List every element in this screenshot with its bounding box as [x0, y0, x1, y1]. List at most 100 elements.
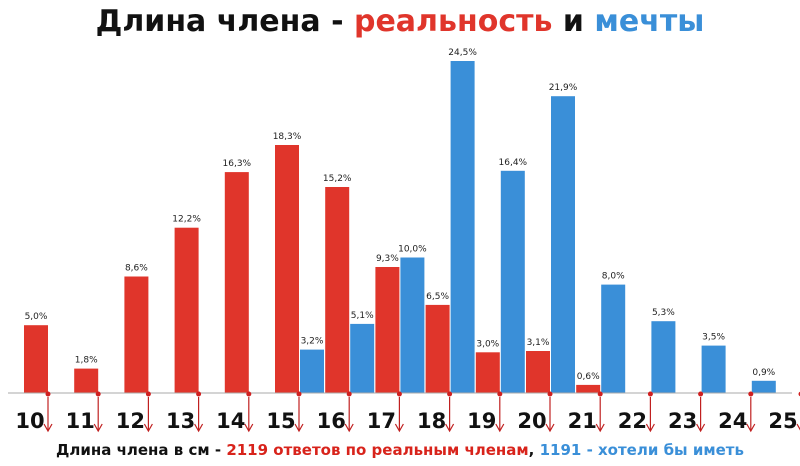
- x-tick-label-20: 20: [517, 409, 546, 433]
- arrow-down-icon: [194, 423, 204, 433]
- real-bar-18: [425, 304, 450, 393]
- tick-dot-icon: [196, 391, 202, 397]
- x-tick-label-12: 12: [116, 409, 145, 433]
- real-label-15: 18,3%: [273, 132, 302, 142]
- real-label-19: 3,0%: [476, 339, 499, 349]
- x-tick-label-21: 21: [568, 409, 597, 433]
- footer-part-sep: ,: [528, 441, 540, 459]
- arrow-down-icon: [244, 423, 254, 433]
- dream-bar-15: [300, 349, 324, 393]
- real-label-12: 8,6%: [125, 264, 148, 274]
- tick-dot-icon: [45, 391, 51, 397]
- data-labels: 5,0% 1,8% 8,6% 12,2% 16,3% 18,3% 15,2% 9,3% 6,5%…: [25, 48, 776, 382]
- dream-bar-20: [551, 96, 575, 393]
- dream-bar-17: [400, 257, 425, 393]
- real-label-10: 5,0%: [25, 312, 48, 322]
- x-tick-label-10: 10: [15, 409, 44, 433]
- arrow-down-icon: [344, 423, 354, 433]
- footer-part-real: 2119 ответов по реальным членам: [226, 441, 529, 459]
- real-bar-19: [475, 352, 500, 393]
- footer-part-dream: 1191 - хотели бы иметь: [539, 441, 744, 459]
- tick-dot-icon: [597, 391, 603, 397]
- dream-bar-19: [500, 170, 525, 393]
- arrow-down-icon: [394, 423, 404, 433]
- tick-dot-icon: [346, 391, 352, 397]
- x-tick-label-15: 15: [266, 409, 295, 433]
- real-bar-10: [24, 325, 48, 393]
- dream-label-17: 10,0%: [398, 245, 427, 255]
- arrow-down-icon: [445, 423, 455, 433]
- tick-dot-icon: [497, 391, 503, 397]
- x-tick-label-19: 19: [467, 409, 496, 433]
- dream-label-24: 0,9%: [752, 368, 775, 378]
- real-label-17: 9,3%: [376, 254, 399, 264]
- footer-part-main: Длина члена в см -: [56, 441, 227, 459]
- tick-dot-icon: [246, 391, 252, 397]
- arrow-down-icon: [796, 423, 800, 431]
- real-bar-12: [124, 276, 149, 393]
- arrow-down-icon: [143, 423, 153, 433]
- title-part-dream: мечты: [594, 4, 705, 39]
- arrow-down-icon: [93, 423, 103, 433]
- real-label-21: 0,6%: [577, 372, 600, 382]
- tick-dot-icon: [698, 391, 704, 397]
- arrow-down-icon: [645, 423, 655, 433]
- tick-dot-icon: [748, 391, 754, 397]
- tick-dot-icon: [296, 391, 302, 397]
- x-tick-label-13: 13: [166, 409, 195, 433]
- dream-bar-18: [450, 61, 475, 393]
- arrow-down-icon: [746, 423, 756, 433]
- tick-dot-icon: [647, 391, 653, 397]
- real-bar-16: [325, 187, 350, 393]
- arrow-down-icon: [696, 423, 706, 433]
- title-part-real: реальность: [353, 4, 553, 39]
- real-label-20: 3,1%: [527, 338, 550, 348]
- dream-label-23: 3,5%: [702, 333, 725, 343]
- dream-label-21: 8,0%: [602, 272, 625, 282]
- tick-dot-icon: [547, 391, 553, 397]
- real-label-11: 1,8%: [75, 356, 98, 366]
- chart-footer: Длина члена в см - 2119 ответов по реаль…: [0, 438, 800, 462]
- x-axis-ticks: 10 11 12 13 14 15 16 17 18 19 20 21 22 23 24 25: [15, 391, 800, 433]
- real-bar-14: [224, 172, 249, 393]
- x-tick-label-25: 25: [768, 409, 797, 433]
- x-tick-label-17: 17: [367, 409, 396, 433]
- tick-dot-icon: [447, 391, 453, 397]
- dream-bar-23: [701, 345, 726, 393]
- x-tick-label-18: 18: [417, 409, 446, 433]
- real-bar-20: [526, 351, 550, 393]
- dream-label-22: 5,3%: [652, 308, 675, 318]
- x-tick-label-24: 24: [718, 409, 747, 433]
- real-series: [24, 145, 601, 393]
- arrow-down-icon: [595, 423, 605, 433]
- x-tick-label-22: 22: [618, 409, 647, 433]
- dream-bar-16: [350, 323, 375, 393]
- dream-label-20: 21,9%: [549, 83, 578, 93]
- tick-dot-icon: [396, 391, 402, 397]
- dream-label-15: 3,2%: [301, 337, 324, 347]
- dream-bar-24: [751, 380, 776, 393]
- dream-label-19: 16,4%: [499, 158, 528, 168]
- arrow-down-icon: [545, 423, 555, 433]
- real-bar-11: [74, 368, 99, 393]
- real-label-14: 16,3%: [223, 159, 252, 169]
- chart-title: Длина члена - реальность и мечты: [0, 2, 800, 42]
- dream-label-16: 5,1%: [351, 311, 374, 321]
- arrow-down-icon: [294, 423, 304, 433]
- real-bar-13: [174, 227, 199, 393]
- real-label-18: 6,5%: [426, 292, 449, 302]
- arrow-down-icon: [43, 423, 53, 433]
- arrow-down-icon: [495, 423, 505, 433]
- tick-dot-icon: [95, 391, 101, 397]
- title-part-main: Длина члена -: [95, 4, 354, 39]
- x-tick-label-16: 16: [317, 409, 346, 433]
- real-bar-17: [375, 267, 400, 393]
- x-tick-label-23: 23: [668, 409, 697, 433]
- dream-bar-21: [601, 284, 626, 393]
- x-tick-label-14: 14: [216, 409, 245, 433]
- real-label-16: 15,2%: [323, 174, 352, 184]
- real-bar-21: [576, 384, 601, 393]
- dream-series: [300, 61, 776, 393]
- tick-dot-icon: [145, 391, 151, 397]
